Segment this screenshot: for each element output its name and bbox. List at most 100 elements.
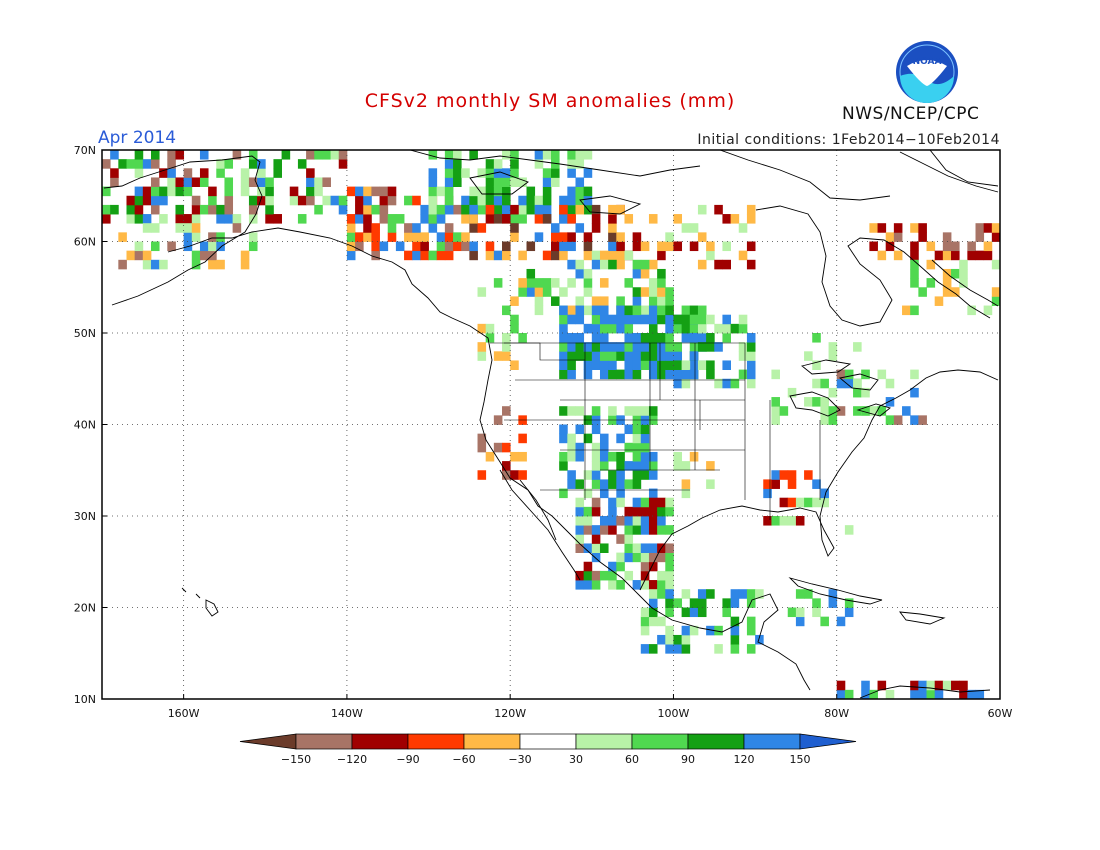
anomaly-cell	[991, 223, 1000, 233]
anomaly-cell	[632, 333, 642, 343]
anomaly-cell	[314, 204, 323, 215]
anomaly-cell	[289, 186, 299, 197]
anomaly-cell	[567, 360, 576, 370]
anomaly-cell	[191, 177, 201, 187]
lon-label: 60W	[988, 707, 1013, 720]
anomaly-cell	[657, 305, 666, 316]
anomaly-cell	[150, 186, 160, 197]
anomaly-cell	[567, 195, 576, 206]
anomaly-cell	[730, 323, 740, 334]
anomaly-cell	[877, 406, 887, 416]
anomaly-cell	[224, 159, 234, 169]
anomaly-cell	[183, 214, 193, 224]
anomaly-cell	[412, 241, 421, 252]
anomaly-cell	[493, 351, 503, 361]
anomaly-cell	[657, 525, 666, 535]
anomaly-cell	[297, 195, 307, 206]
anomaly-cell	[632, 287, 642, 297]
anomaly-cell	[812, 378, 821, 389]
anomaly-cell	[616, 552, 625, 563]
anomaly-cell	[657, 268, 666, 279]
anomaly-cell	[477, 287, 487, 297]
anomaly-cell	[632, 580, 642, 590]
anomaly-cell	[477, 433, 487, 444]
anomaly-cell	[134, 150, 144, 160]
anomaly-cell	[591, 360, 601, 370]
anomaly-cell	[918, 680, 927, 691]
anomaly-cell	[722, 259, 731, 270]
anomaly-cell	[673, 214, 683, 224]
anomaly-cell	[632, 305, 642, 316]
anomaly-cell	[763, 516, 772, 526]
anomaly-cell	[730, 634, 740, 645]
anomaly-cell	[648, 296, 658, 306]
anomaly-cell	[738, 250, 748, 261]
anomaly-cell	[542, 186, 552, 197]
anomaly-cell	[175, 204, 185, 215]
anomaly-cell	[412, 232, 421, 242]
anomaly-cell	[844, 607, 854, 618]
anomaly-cell	[616, 369, 625, 380]
anomaly-cell	[885, 241, 895, 252]
anomaly-cell	[673, 644, 683, 654]
anomaly-cell	[608, 360, 617, 370]
anomaly-cell	[583, 488, 593, 499]
anomaly-cell	[542, 250, 552, 261]
anomaly-cell	[665, 598, 674, 608]
anomaly-cell	[608, 470, 617, 480]
anomaly-cell	[861, 369, 870, 380]
anomaly-cell	[142, 259, 152, 270]
anomaly-cell	[183, 223, 193, 233]
anomaly-cell	[346, 241, 356, 252]
anomaly-cell	[502, 204, 511, 215]
anomaly-cell	[444, 150, 454, 160]
anomaly-cell	[167, 241, 176, 252]
anomaly-cell	[583, 186, 593, 197]
anomaly-cell	[722, 314, 731, 325]
anomaly-cell	[102, 204, 111, 215]
anomaly-cell	[657, 342, 666, 352]
anomaly-cell	[526, 195, 536, 206]
anomaly-cell	[640, 506, 650, 517]
anomaly-cell	[599, 323, 609, 334]
anomaly-cell	[355, 195, 364, 206]
anomaly-cell	[640, 580, 650, 590]
anomaly-cell	[967, 241, 976, 252]
anomaly-cell	[559, 461, 568, 471]
anomaly-cell	[616, 323, 625, 334]
anomaly-cell	[608, 259, 617, 270]
anomaly-cell	[591, 525, 601, 535]
anomaly-cell	[697, 232, 707, 242]
anomaly-cell	[893, 223, 903, 233]
lat-label: 30N	[74, 510, 96, 523]
anomaly-cell	[526, 287, 536, 297]
anomaly-cell	[583, 516, 593, 526]
anomaly-cell	[599, 516, 609, 526]
anomaly-cell	[910, 241, 919, 252]
colorbar-swatch	[407, 733, 465, 750]
anomaly-cell	[640, 516, 650, 526]
anomaly-cell	[893, 415, 903, 425]
anomaly-cell	[599, 351, 609, 361]
anomaly-cell	[648, 369, 658, 380]
anomaly-cell	[746, 214, 756, 224]
anomaly-cell	[689, 369, 699, 380]
anomaly-cell	[608, 214, 617, 224]
anomaly-cell	[240, 177, 250, 187]
anomaly-cell	[159, 195, 168, 206]
anomaly-cell	[575, 525, 585, 535]
anomaly-cell	[820, 397, 829, 407]
anomaly-cell	[191, 250, 201, 261]
anomaly-cell	[583, 342, 593, 352]
anomaly-cell	[844, 525, 854, 535]
lon-label: 100W	[658, 707, 690, 720]
anomaly-cell	[142, 223, 152, 233]
anomaly-cell	[608, 406, 617, 416]
anomaly-cell	[632, 479, 642, 489]
anomaly-cell	[591, 552, 601, 563]
anomaly-cell	[648, 506, 658, 517]
anomaly-cell	[551, 159, 560, 169]
anomaly-cell	[926, 680, 936, 691]
anomaly-cell	[665, 351, 674, 361]
anomaly-cell	[591, 461, 601, 471]
